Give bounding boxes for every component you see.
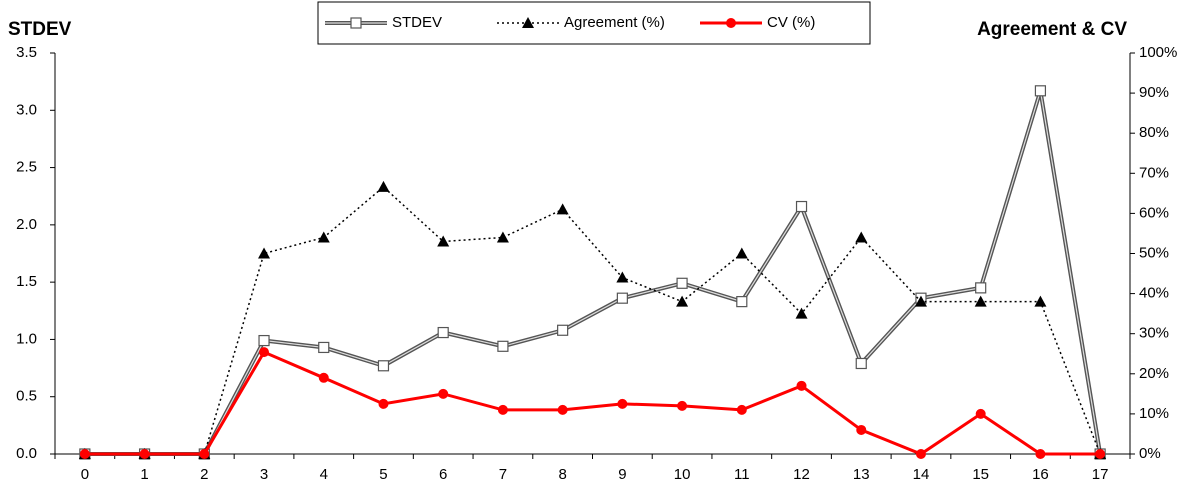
legend-marker	[350, 17, 362, 29]
y2-tick-label: 50%	[1139, 244, 1169, 261]
y2-tick-label: 70%	[1139, 164, 1169, 181]
x-tick-label: 5	[379, 466, 387, 483]
data-point	[616, 271, 629, 283]
data-point	[617, 398, 628, 409]
y2-tick-label: 10%	[1139, 405, 1169, 422]
data-point	[616, 292, 628, 304]
data-point	[735, 247, 748, 259]
data-point	[1035, 449, 1046, 459]
data-point	[377, 180, 390, 192]
y2-tick-label: 20%	[1139, 365, 1169, 382]
data-point	[676, 295, 689, 307]
y-tick-label: 2.0	[16, 216, 37, 233]
data-point	[378, 398, 389, 409]
data-point	[1034, 295, 1047, 307]
data-point	[915, 449, 926, 459]
y-tick-label: 1.5	[16, 273, 37, 290]
x-tick-label: 7	[499, 466, 507, 483]
y-tick-label: 2.5	[16, 159, 37, 176]
data-point	[975, 408, 986, 419]
y-axis-title: STDEV	[8, 19, 72, 40]
y-tick-label: 0.5	[16, 388, 37, 405]
data-point	[496, 231, 509, 243]
legend-label: CV (%)	[767, 14, 815, 31]
x-tick-label: 8	[558, 466, 566, 483]
legend-label: Agreement (%)	[564, 14, 665, 31]
data-point	[677, 400, 688, 411]
y-tick-label: 3.5	[16, 44, 37, 61]
data-point	[497, 404, 508, 415]
legend-marker	[726, 18, 736, 28]
x-tick-label: 4	[320, 466, 328, 483]
data-point	[796, 380, 807, 391]
data-point	[1095, 449, 1106, 459]
data-point	[139, 449, 150, 459]
data-point	[438, 388, 449, 399]
y2-axis-title: Agreement & CV	[977, 19, 1127, 40]
series-line	[84, 185, 1101, 455]
series-line-inner	[84, 90, 1101, 455]
x-tick-label: 12	[793, 466, 810, 483]
y2-tick-label: 80%	[1139, 124, 1169, 141]
y-tick-label: 0.0	[16, 445, 37, 462]
x-tick-label: 11	[734, 466, 750, 483]
data-point	[199, 449, 210, 459]
y-tick-label: 1.0	[16, 330, 37, 347]
y2-tick-label: 90%	[1139, 84, 1169, 101]
data-point	[497, 340, 509, 352]
y2-tick-label: 30%	[1139, 325, 1169, 342]
y2-tick-label: 60%	[1139, 204, 1169, 221]
data-point	[795, 200, 808, 213]
data-point	[79, 449, 90, 459]
data-point	[556, 203, 569, 215]
legend-label: STDEV	[392, 14, 442, 31]
y2-tick-label: 100%	[1139, 44, 1177, 61]
series-line	[84, 350, 1101, 456]
y2-tick-label: 0%	[1139, 445, 1161, 462]
data-point	[377, 360, 390, 372]
data-point	[795, 307, 808, 319]
data-point	[258, 247, 271, 259]
data-point	[437, 326, 449, 339]
x-tick-label: 16	[1032, 466, 1049, 483]
data-point	[855, 231, 868, 243]
data-point	[317, 231, 330, 243]
legend-box	[317, 1, 871, 45]
x-tick-label: 14	[913, 466, 930, 483]
y2-tick-label: 40%	[1139, 285, 1169, 302]
data-point	[856, 424, 867, 435]
data-point	[975, 282, 987, 294]
data-point	[258, 334, 270, 347]
data-point	[1034, 85, 1047, 97]
data-point	[259, 347, 270, 358]
data-point	[437, 235, 450, 247]
data-point	[736, 404, 747, 415]
x-tick-label: 1	[140, 466, 148, 483]
data-point	[676, 277, 688, 289]
x-tick-label: 17	[1092, 466, 1109, 483]
y-tick-label: 3.0	[16, 101, 37, 118]
x-tick-label: 3	[260, 466, 268, 483]
x-tick-label: 2	[200, 466, 208, 483]
data-point	[855, 357, 867, 370]
data-point	[974, 295, 987, 307]
data-point	[557, 404, 568, 415]
data-point	[736, 296, 748, 308]
data-point	[318, 372, 329, 383]
data-point	[914, 295, 927, 307]
x-tick-label: 10	[674, 466, 691, 483]
x-tick-label: 6	[439, 466, 447, 483]
x-tick-label: 9	[618, 466, 626, 483]
x-tick-label: 13	[853, 466, 870, 483]
x-tick-label: 15	[972, 466, 989, 483]
x-tick-label: 0	[81, 466, 89, 483]
data-point	[557, 324, 569, 336]
data-point	[318, 341, 330, 354]
legend-marker	[522, 17, 534, 28]
